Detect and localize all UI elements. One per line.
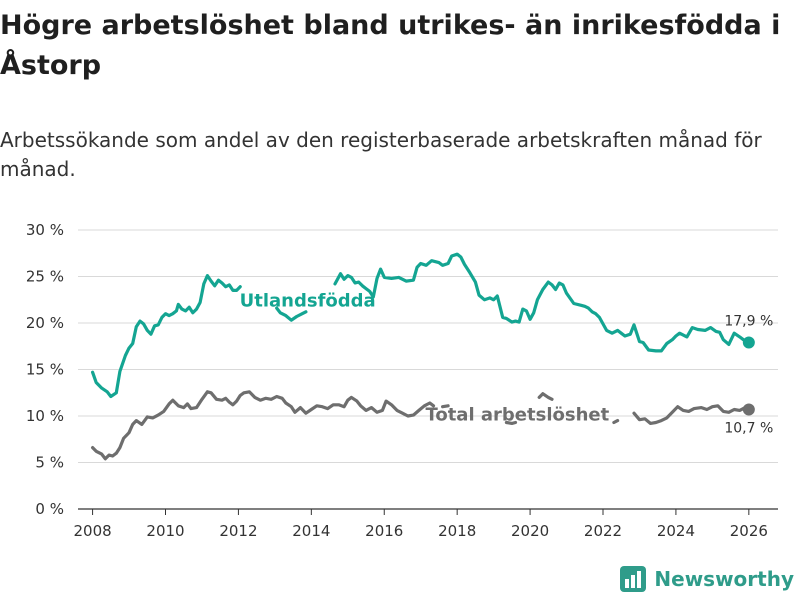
axis-layer: 0 % 5 % 10 % 15 % 20 % 25 % 30 % 2008 2010 2012 20…: [26, 221, 768, 540]
page-subtitle: Arbetssökande som andel av den registerb…: [0, 128, 762, 181]
x-tick-label: 2012: [219, 522, 257, 540]
bar-chart-icon: [620, 566, 647, 592]
series-end-value-label: 17,9 %: [724, 314, 773, 330]
x-tick-label: 2022: [584, 522, 622, 540]
y-tick-label: 20 %: [26, 314, 64, 332]
x-tick-label: 2010: [146, 522, 184, 540]
series-end-marker: [742, 403, 755, 416]
y-tick-label: 15 %: [26, 361, 64, 379]
y-tick-label: 30 %: [26, 221, 64, 239]
grid-layer: [78, 229, 778, 510]
brand-logo: Newsworthy: [620, 566, 794, 592]
series-label: Total arbetslöshet: [425, 405, 609, 426]
series-line-1: [441, 404, 450, 409]
series-line-0: [91, 274, 242, 399]
x-tick-label: 2024: [657, 522, 695, 540]
series-line-0: [275, 306, 308, 322]
y-tick-label: 5 %: [35, 454, 64, 472]
x-tick-label: 2020: [511, 522, 549, 540]
x-tick-label: 2008: [73, 522, 111, 540]
series-line-1: [612, 419, 620, 425]
x-tick-label: 2016: [365, 522, 403, 540]
x-tick-label: 2014: [292, 522, 330, 540]
series-line-1: [504, 420, 518, 425]
y-tick-label: 25 %: [26, 268, 64, 286]
series-line-1: [632, 404, 751, 425]
line-layer: [91, 252, 755, 461]
page-title: Högre arbetslöshet bland utrikes- än inr…: [0, 10, 781, 81]
label-layer: 17,9 % 10,7 % Utlandsfödda Total arbetslösh…: [240, 290, 774, 436]
series-line-0: [333, 252, 751, 353]
brand-name: Newsworthy: [654, 567, 794, 591]
series-line-1: [537, 392, 554, 401]
x-tick-label: 2018: [438, 522, 476, 540]
x-tick-label: 2026: [730, 522, 768, 540]
y-tick-label: 0 %: [35, 500, 64, 518]
series-label: Utlandsfödda: [240, 290, 376, 311]
series-end-value-label: 10,7 %: [724, 420, 773, 436]
y-tick-label: 10 %: [26, 407, 64, 425]
series-line-1: [91, 390, 436, 461]
series-end-marker: [742, 336, 755, 349]
